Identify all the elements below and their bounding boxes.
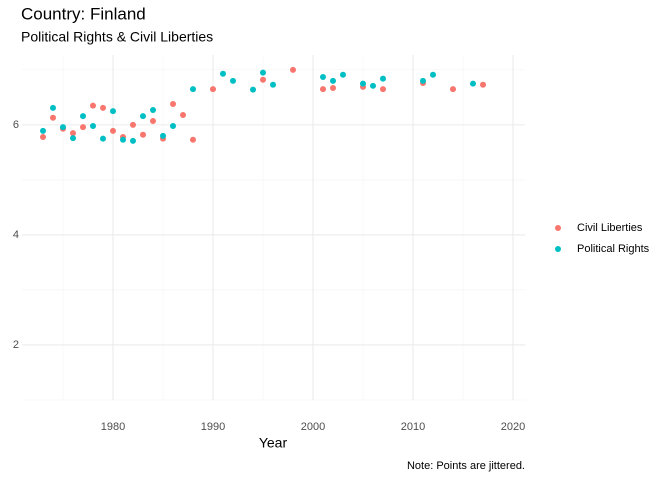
point bbox=[90, 122, 96, 129]
point bbox=[290, 66, 296, 73]
point bbox=[430, 71, 436, 78]
point bbox=[360, 80, 366, 87]
point bbox=[70, 130, 76, 137]
point bbox=[320, 74, 326, 81]
point bbox=[40, 133, 46, 140]
point bbox=[250, 86, 256, 93]
point bbox=[60, 124, 66, 131]
point bbox=[120, 136, 126, 143]
point bbox=[100, 104, 106, 111]
point bbox=[210, 86, 216, 93]
point bbox=[340, 71, 346, 78]
point bbox=[330, 77, 336, 84]
point bbox=[130, 121, 136, 128]
point bbox=[190, 136, 196, 143]
point bbox=[230, 77, 236, 84]
point bbox=[420, 77, 426, 84]
point bbox=[90, 102, 96, 109]
x-tick-label: 2020 bbox=[501, 421, 525, 433]
point bbox=[110, 108, 116, 115]
point bbox=[380, 75, 386, 82]
point bbox=[50, 114, 56, 121]
x-tick-label: 2000 bbox=[301, 421, 325, 433]
point bbox=[140, 131, 146, 138]
point bbox=[370, 82, 376, 89]
point bbox=[470, 80, 476, 87]
point bbox=[40, 127, 46, 134]
x-axis-label: Year bbox=[259, 435, 288, 451]
x-tick-label: 1980 bbox=[101, 421, 125, 433]
point bbox=[270, 81, 276, 88]
y-tick-label: 4 bbox=[13, 229, 19, 241]
x-tick-label: 2010 bbox=[401, 421, 425, 433]
point bbox=[380, 86, 386, 93]
legend-label: Civil Liberties bbox=[577, 222, 643, 234]
point bbox=[100, 135, 106, 142]
chart-subtitle: Political Rights & Civil Liberties bbox=[21, 29, 213, 45]
point bbox=[170, 122, 176, 129]
point bbox=[130, 137, 136, 144]
point bbox=[160, 132, 166, 139]
point bbox=[110, 127, 116, 134]
point bbox=[450, 86, 456, 93]
y-tick-label: 6 bbox=[13, 119, 19, 131]
point bbox=[170, 100, 176, 107]
legend-label: Political Rights bbox=[577, 243, 650, 255]
point bbox=[80, 124, 86, 131]
point bbox=[150, 118, 156, 125]
point bbox=[150, 107, 156, 114]
point bbox=[260, 76, 266, 83]
point bbox=[80, 113, 86, 120]
point bbox=[480, 81, 486, 88]
point bbox=[140, 113, 146, 120]
legend-key bbox=[555, 246, 561, 252]
point bbox=[190, 86, 196, 93]
point bbox=[330, 85, 336, 92]
point bbox=[320, 86, 326, 93]
legend-key bbox=[555, 225, 561, 231]
point bbox=[50, 104, 56, 111]
point bbox=[70, 135, 76, 142]
point bbox=[220, 70, 226, 77]
point bbox=[180, 111, 186, 118]
y-tick-label: 2 bbox=[13, 339, 19, 351]
chart-title: Country: Finland bbox=[21, 4, 146, 23]
x-tick-label: 1990 bbox=[201, 421, 225, 433]
caption: Note: Points are jittered. bbox=[407, 460, 525, 472]
point bbox=[260, 69, 266, 76]
